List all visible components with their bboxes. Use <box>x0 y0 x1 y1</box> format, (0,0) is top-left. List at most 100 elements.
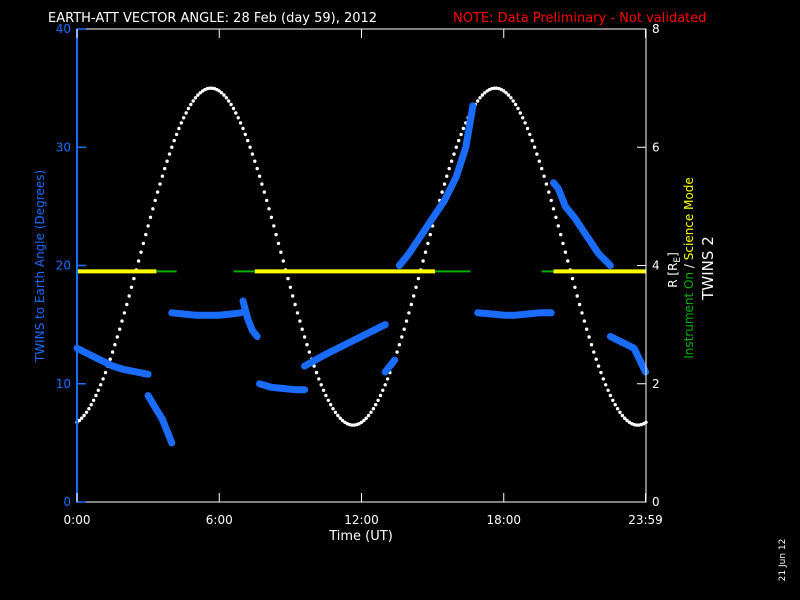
range-point <box>561 241 565 246</box>
range-point <box>122 311 127 315</box>
satellite-label: TWINS 2 <box>699 236 717 300</box>
range-point <box>528 132 532 137</box>
range-point <box>554 215 558 219</box>
range-point <box>314 370 319 375</box>
range-point <box>551 207 556 211</box>
range-point <box>504 91 508 95</box>
range-point <box>416 276 421 281</box>
range-point <box>426 241 430 246</box>
range-point <box>549 198 553 203</box>
range-point <box>542 174 546 178</box>
y-left-tick-label: 20 <box>56 259 71 273</box>
range-point <box>255 166 259 171</box>
range-point <box>160 174 165 178</box>
range-point <box>170 145 174 149</box>
date-stamp: 21 Jun 12 <box>778 539 788 582</box>
range-point <box>615 407 620 411</box>
range-point <box>336 413 340 418</box>
range-point <box>182 116 186 120</box>
range-point <box>331 407 335 411</box>
range-point <box>96 388 101 392</box>
range-point <box>585 327 589 331</box>
range-point <box>535 152 539 156</box>
y-left-tick-label: 30 <box>56 140 71 154</box>
range-point <box>146 224 150 228</box>
range-point <box>118 327 122 331</box>
range-point <box>224 96 229 100</box>
range-point <box>381 388 385 392</box>
range-point <box>442 182 447 186</box>
range-point <box>613 403 617 407</box>
range-point <box>110 350 115 354</box>
range-point <box>265 198 269 203</box>
range-point <box>428 232 432 237</box>
y-axis-label-left: TWINS to Earth Angle (Degrees) <box>33 170 47 363</box>
range-point <box>461 126 466 131</box>
range-point <box>257 174 262 178</box>
range-point <box>480 93 485 97</box>
range-point <box>262 190 266 194</box>
range-point <box>350 423 354 427</box>
range-point <box>532 145 537 149</box>
range-point <box>293 302 297 307</box>
plot-frame <box>76 28 647 503</box>
range-point <box>625 418 629 423</box>
range-point <box>556 224 560 228</box>
y-right-tick-label: 6 <box>652 140 660 154</box>
range-point <box>227 99 231 103</box>
x-tick-label: 23:59 <box>628 513 663 527</box>
axes: 0 10 20 30 40 0 2 4 6 8 0:00 6:00 12:00 18:00 23:59 <box>56 22 663 527</box>
range-point <box>94 393 98 398</box>
range-point <box>575 294 579 298</box>
range-point <box>421 259 425 263</box>
range-point <box>577 302 582 307</box>
range-point <box>184 111 188 115</box>
range-point <box>127 294 131 298</box>
range-point <box>274 232 278 237</box>
mode-legend: Instrument On / Science Mode <box>682 177 696 359</box>
range-point <box>383 383 387 387</box>
range-point <box>362 418 366 423</box>
range-point <box>300 327 304 331</box>
range-point <box>601 377 605 381</box>
range-point <box>115 335 120 339</box>
range-point <box>476 99 480 103</box>
range-point <box>530 138 534 143</box>
range-point <box>378 393 383 398</box>
range-point <box>238 121 243 125</box>
range-point <box>80 416 84 420</box>
range-point <box>87 407 91 411</box>
range-point <box>113 343 117 347</box>
range-point <box>141 241 146 246</box>
range-point <box>243 132 247 137</box>
range-point <box>559 232 563 237</box>
y-left-tick-label: 10 <box>56 377 71 391</box>
r-label-end: ] <box>666 252 680 257</box>
legend-separator: / <box>682 260 696 272</box>
range-point <box>606 388 610 392</box>
range-point <box>404 319 409 323</box>
range-point <box>611 398 615 402</box>
range-point <box>276 241 281 246</box>
r-label-sub: E <box>673 257 683 263</box>
angle-segment <box>73 344 152 378</box>
range-point <box>286 276 290 281</box>
range-point <box>291 294 295 298</box>
range-point <box>236 116 240 120</box>
angle-series <box>73 102 649 447</box>
y-right-tick-label: 4 <box>652 259 660 273</box>
range-point <box>99 383 103 387</box>
y-right-tick-label: 0 <box>652 495 660 509</box>
range-point <box>402 327 406 331</box>
range-point <box>376 398 380 402</box>
range-point <box>136 259 141 263</box>
range-point <box>219 91 224 95</box>
range-point <box>400 335 404 339</box>
range-point <box>193 96 198 100</box>
range-point <box>516 106 520 111</box>
range-point <box>132 276 136 281</box>
y-left-tick-label: 0 <box>63 495 71 509</box>
range-point <box>279 250 283 254</box>
range-point <box>312 364 316 368</box>
range-point <box>340 418 345 423</box>
